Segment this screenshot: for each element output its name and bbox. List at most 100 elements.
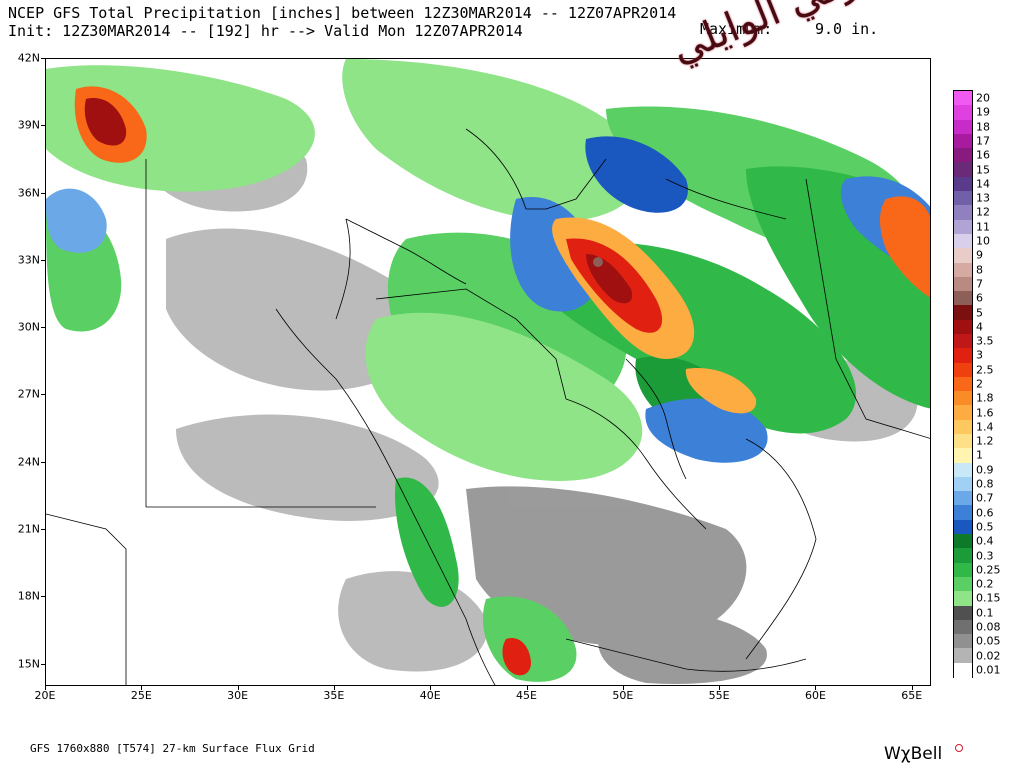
lat-tick (41, 125, 45, 127)
brand-logo-icon (955, 744, 963, 752)
lat-label: 42N (17, 51, 40, 65)
lon-tick (911, 686, 913, 690)
legend-label: 15 (976, 163, 990, 177)
lon-tick (45, 686, 46, 690)
legend-label: 18 (976, 120, 990, 134)
lat-label: 30N (17, 320, 40, 334)
legend-swatch (954, 105, 972, 121)
lat-tick (41, 461, 45, 463)
lat-tick (41, 327, 45, 329)
lon-tick (430, 686, 432, 690)
legend-label: 0.02 (976, 649, 1001, 663)
legend-swatch (954, 333, 972, 349)
lon-tick (815, 686, 817, 690)
legend-swatch (954, 305, 972, 321)
lon-label: 25E (130, 689, 152, 702)
legend-swatch (954, 176, 972, 192)
wxbell-brand: WχBell (884, 744, 943, 764)
legend-label: 0.6 (976, 506, 994, 520)
legend-swatch (954, 562, 972, 578)
lat-tick (41, 529, 45, 530)
legend-label: 17 (976, 134, 990, 148)
precipitation-map (45, 58, 931, 686)
lon-tick (237, 686, 239, 690)
legend-swatch (954, 619, 972, 635)
legend-swatch (954, 576, 972, 592)
legend-label: 0.9 (976, 463, 994, 477)
precipitation-field (46, 59, 930, 685)
lat-tick (41, 394, 45, 396)
legend-label: 0.8 (976, 477, 994, 491)
lon-label: 55E (708, 689, 730, 702)
legend-swatch (954, 405, 972, 421)
legend-swatch (954, 248, 972, 264)
lon-label: 45E (516, 689, 537, 702)
legend-label: 0.15 (976, 591, 1001, 605)
legend-label: 2 (976, 377, 983, 391)
legend-swatch (954, 191, 972, 207)
legend-label: 13 (976, 191, 990, 205)
legend-label: 1.6 (976, 406, 994, 420)
legend-label: 6 (976, 291, 983, 305)
legend-label: 0.5 (976, 520, 994, 534)
lat-label: 33N (17, 253, 40, 267)
legend-label: 4 (976, 320, 983, 334)
legend-swatch (954, 605, 972, 621)
legend-swatch (954, 219, 972, 235)
legend-swatch (954, 233, 972, 249)
legend-swatch (954, 548, 972, 564)
legend-label: 7 (976, 277, 983, 291)
legend-swatch (954, 148, 972, 164)
legend-label: 16 (976, 148, 990, 162)
lat-label: 36N (17, 186, 40, 200)
lat-tick (41, 58, 45, 59)
legend-label: 10 (976, 234, 990, 248)
legend-label: 2.5 (976, 363, 994, 377)
legend-label: 0.1 (976, 606, 994, 620)
lon-label: 60E (804, 689, 826, 702)
maximum-value: 9.0 in. (815, 20, 879, 38)
legend-swatch (954, 648, 972, 664)
model-info-footer: GFS 1760x880 [T574] 27-km Surface Flux G… (30, 742, 315, 755)
legend-label: 5 (976, 306, 983, 320)
legend-swatch (954, 505, 972, 521)
legend-swatch (954, 391, 972, 407)
legend-swatch (954, 205, 972, 221)
legend-swatch (954, 462, 972, 478)
legend-swatch (954, 634, 972, 650)
legend-label: 1.8 (976, 391, 994, 405)
legend-label: 12 (976, 205, 990, 219)
legend-label: 0.3 (976, 549, 994, 562)
precip-color-legend (953, 90, 973, 678)
lon-tick (333, 686, 335, 690)
lon-tick (526, 686, 528, 690)
legend-label: 9 (976, 248, 983, 262)
legend-label: 8 (976, 263, 983, 277)
legend-label: 0.05 (976, 634, 1001, 648)
lon-tick (622, 686, 624, 690)
map-subtitle: Init: 12Z30MAR2014 -- [192] hr --> Valid… (8, 22, 523, 40)
legend-label: 3 (976, 348, 983, 362)
legend-label: 0.4 (976, 534, 994, 548)
legend-label: 1.2 (976, 434, 994, 448)
lon-label: 50E (612, 689, 634, 702)
legend-label: 0.2 (976, 577, 994, 591)
legend-swatch (954, 276, 972, 292)
lat-label: 15N (17, 657, 40, 671)
legend-swatch (954, 491, 972, 507)
maximum-label: Maximum: (700, 20, 773, 38)
legend-swatch (954, 434, 972, 450)
legend-swatch (954, 534, 972, 550)
legend-swatch (954, 662, 972, 678)
legend-swatch (954, 591, 972, 607)
lat-tick (41, 663, 45, 665)
lon-label: 35E (323, 689, 345, 702)
legend-label: 0.25 (976, 563, 1001, 577)
lon-label: 30E (227, 689, 249, 702)
legend-swatch (954, 262, 972, 278)
legend-label: 0.08 (976, 620, 1001, 634)
legend-swatch (954, 376, 972, 392)
lat-label: 21N (17, 522, 40, 536)
legend-label: 14 (976, 177, 990, 191)
lon-label: 40E (419, 689, 441, 702)
